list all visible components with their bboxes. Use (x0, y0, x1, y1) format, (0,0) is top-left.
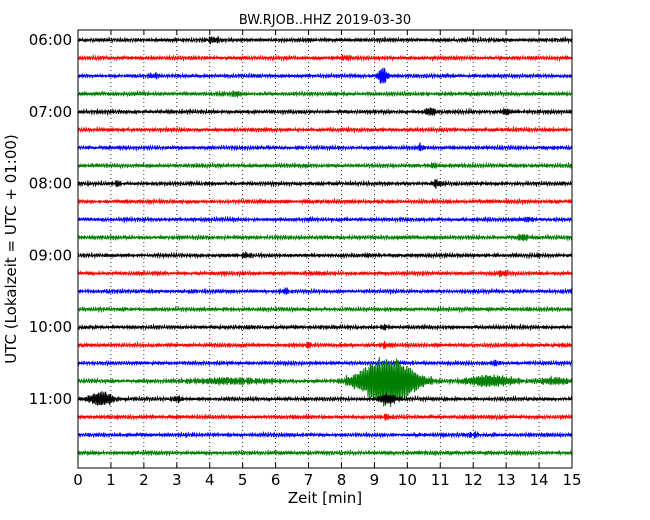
x-tick-label: 5 (238, 471, 248, 489)
trace-group (77, 35, 573, 457)
x-tick-label: 3 (172, 471, 182, 489)
y-tick-label: 06:00 (29, 31, 72, 49)
trace-line (77, 268, 573, 278)
x-tick-label: 10 (398, 471, 417, 489)
trace-line (77, 448, 573, 457)
y-tick-label: 09:00 (29, 246, 72, 264)
trace-line (77, 250, 573, 260)
chart-title: BW.RJOB..HHZ 2019-03-30 (239, 13, 411, 28)
x-tick-label: 2 (139, 471, 149, 489)
trace-line (77, 412, 573, 421)
trace-line (77, 53, 573, 63)
x-tick-label: 0 (73, 471, 83, 489)
trace-line (77, 125, 573, 134)
trace-line (77, 106, 573, 117)
x-tick-label: 12 (464, 471, 483, 489)
x-tick-label: 8 (337, 471, 347, 489)
trace-line (77, 305, 573, 314)
trace-line (77, 391, 573, 406)
x-tick-label: 14 (530, 471, 549, 489)
trace-line (77, 233, 573, 242)
x-axis-ticks: 0 1 2 3 4 5 6 7 8 9 10 11 12 13 14 15 (73, 30, 582, 489)
y-tick-label: 08:00 (29, 175, 72, 193)
y-axis-ticks: 06:00 07:00 08:00 09:00 10:00 11:00 (29, 31, 72, 408)
x-tick-label: 11 (431, 471, 450, 489)
trace-line (77, 358, 573, 367)
trace-line (77, 430, 573, 439)
trace-line (77, 142, 573, 152)
trace-line (77, 89, 573, 99)
trace-line (77, 356, 573, 407)
y-tick-label: 10:00 (29, 318, 72, 336)
trace-line (77, 286, 573, 296)
trace-line (77, 215, 573, 224)
trace-line (77, 340, 573, 350)
x-axis-label: Zeit [min] (288, 489, 362, 507)
x-tick-label: 1 (106, 471, 116, 489)
trace-line (77, 67, 573, 84)
trace-line (77, 178, 573, 189)
x-tick-label: 4 (205, 471, 215, 489)
trace-line (77, 35, 573, 45)
x-tick-label: 7 (304, 471, 314, 489)
x-tick-label: 6 (271, 471, 281, 489)
x-tick-label: 15 (562, 471, 581, 489)
y-axis-label: UTC (Lokalzeit = UTC + 01:00) (2, 134, 20, 364)
y-tick-label: 11:00 (29, 390, 72, 408)
x-tick-label: 9 (370, 471, 380, 489)
y-tick-label: 07:00 (29, 103, 72, 121)
trace-line (77, 323, 573, 332)
x-tick-label: 13 (497, 471, 516, 489)
trace-line (77, 161, 573, 170)
plot-frame (77, 29, 573, 469)
trace-line (77, 197, 572, 206)
